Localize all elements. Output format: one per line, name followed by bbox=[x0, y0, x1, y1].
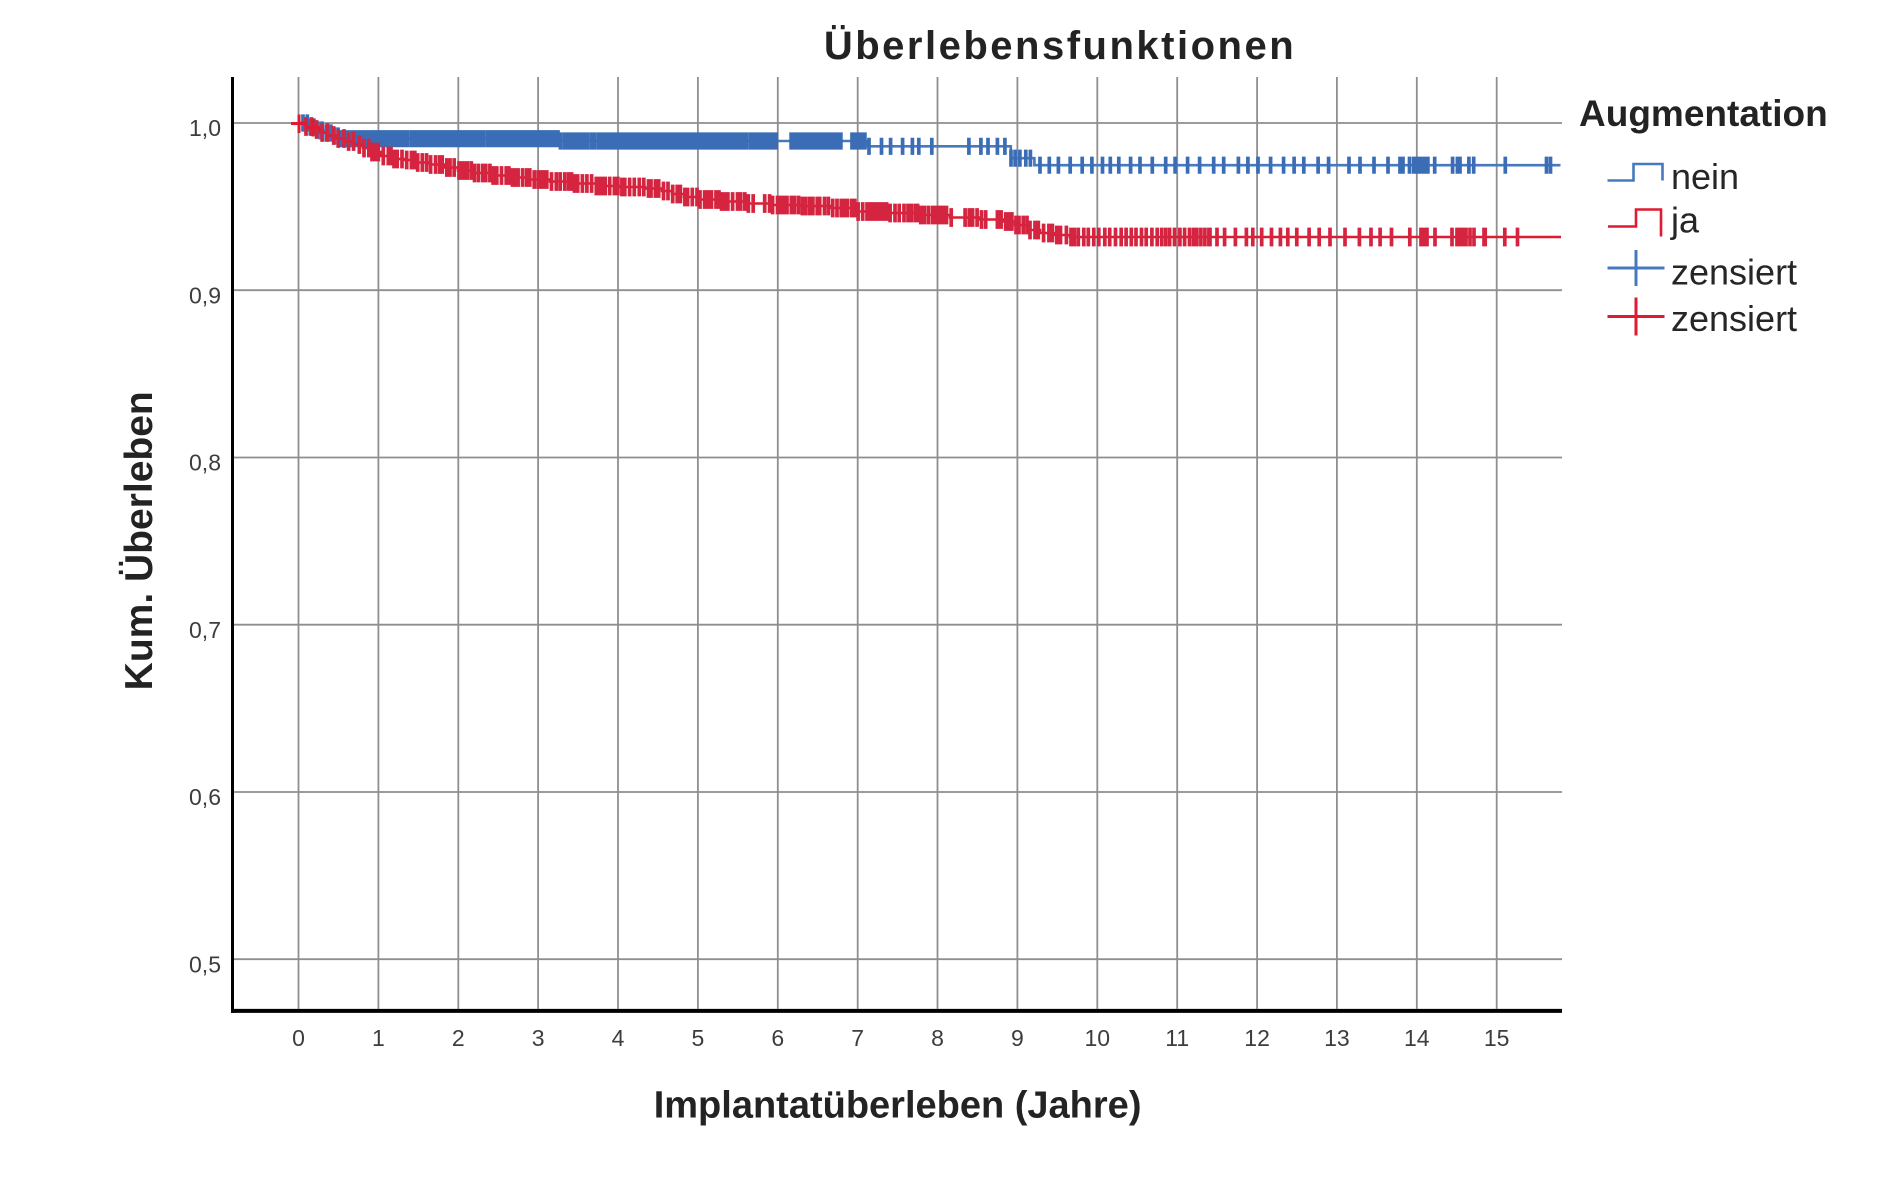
svg-text:0,6: 0,6 bbox=[189, 784, 221, 810]
svg-text:11: 11 bbox=[1165, 1025, 1189, 1051]
svg-text:Augmentation: Augmentation bbox=[1579, 93, 1828, 134]
svg-text:zensiert: zensiert bbox=[1671, 252, 1797, 293]
svg-text:Implantatüberleben (Jahre): Implantatüberleben (Jahre) bbox=[654, 1084, 1142, 1126]
svg-text:6: 6 bbox=[771, 1025, 784, 1051]
svg-text:10: 10 bbox=[1085, 1025, 1111, 1051]
svg-text:2: 2 bbox=[452, 1025, 465, 1051]
svg-text:13: 13 bbox=[1324, 1025, 1350, 1051]
svg-text:15: 15 bbox=[1484, 1025, 1510, 1051]
svg-text:3: 3 bbox=[532, 1025, 545, 1051]
svg-text:ja: ja bbox=[1670, 200, 1700, 241]
svg-text:8: 8 bbox=[931, 1025, 944, 1051]
svg-text:Kum. Überleben: Kum. Überleben bbox=[118, 391, 161, 690]
svg-text:0,9: 0,9 bbox=[189, 282, 221, 308]
svg-text:1,0: 1,0 bbox=[189, 115, 221, 141]
svg-text:0,8: 0,8 bbox=[189, 450, 221, 476]
svg-text:7: 7 bbox=[851, 1025, 864, 1051]
svg-text:nein: nein bbox=[1671, 156, 1739, 197]
svg-text:14: 14 bbox=[1404, 1025, 1430, 1051]
svg-text:0,7: 0,7 bbox=[189, 617, 221, 643]
svg-text:0: 0 bbox=[292, 1025, 305, 1051]
svg-text:zensiert: zensiert bbox=[1671, 298, 1797, 339]
svg-text:9: 9 bbox=[1011, 1025, 1024, 1051]
svg-text:Überlebensfunktionen: Überlebensfunktionen bbox=[824, 23, 1296, 68]
svg-text:0,5: 0,5 bbox=[189, 951, 221, 977]
svg-text:12: 12 bbox=[1244, 1025, 1270, 1051]
svg-text:5: 5 bbox=[692, 1025, 705, 1051]
svg-text:1: 1 bbox=[372, 1025, 385, 1051]
svg-text:4: 4 bbox=[612, 1025, 625, 1051]
